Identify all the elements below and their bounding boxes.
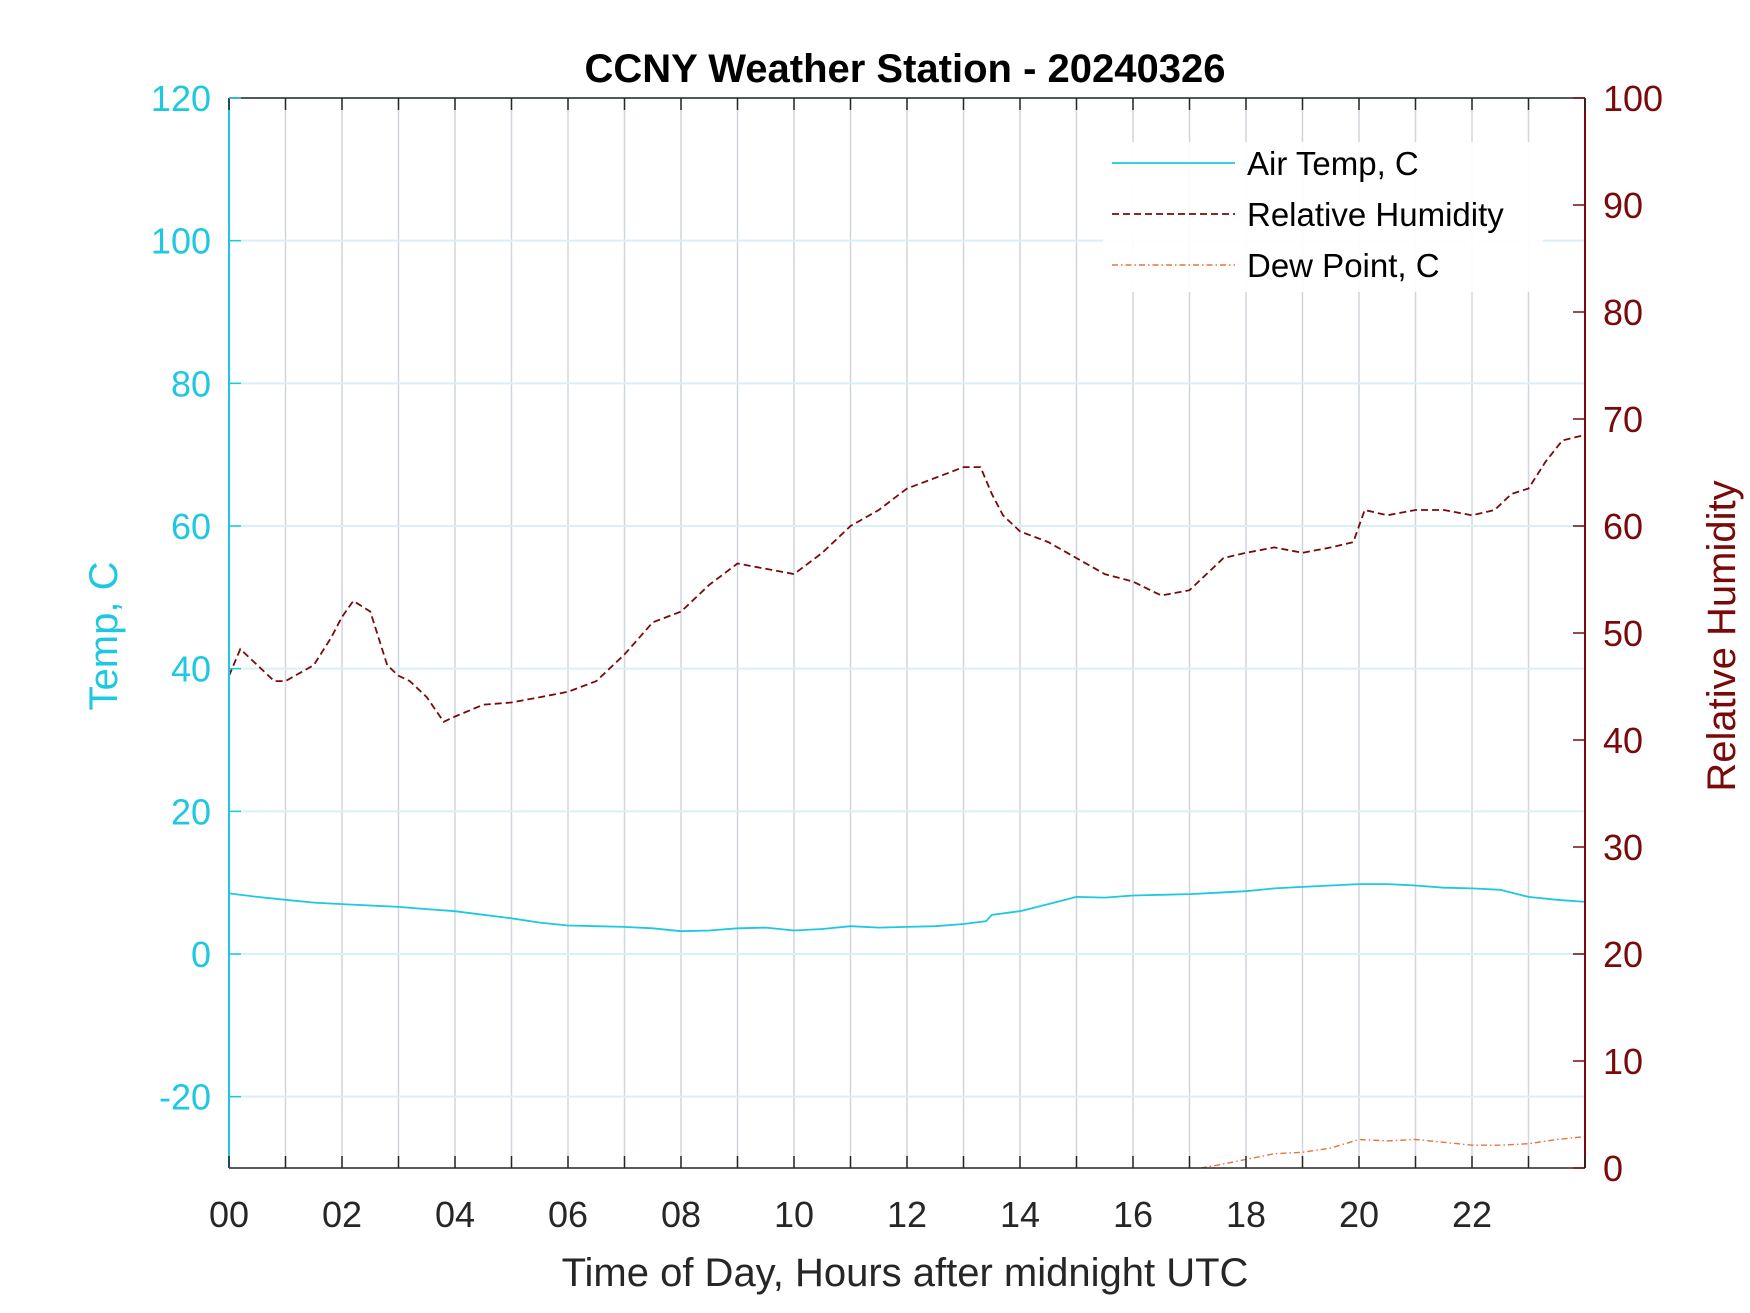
x-tick-label: 12 — [887, 1194, 927, 1235]
y-left-axis-label: Temp, C — [82, 562, 126, 711]
y-left-tick-label: 40 — [171, 649, 211, 690]
legend-label-relative-humidity: Relative Humidity — [1247, 196, 1504, 233]
y-left-tick-label: 100 — [151, 221, 211, 262]
y-right-tick-label: 10 — [1603, 1041, 1643, 1082]
air-temp-line — [228, 883, 1586, 933]
y-right-tick-label: 80 — [1603, 292, 1643, 333]
x-tick-label: 00 — [209, 1194, 249, 1235]
y-right-tick-label: 100 — [1603, 78, 1663, 119]
relative-humidity-line — [228, 434, 1586, 723]
y-left-tick-label: 120 — [151, 78, 211, 119]
legend-box — [1103, 142, 1543, 292]
y-right-tick-label: 30 — [1603, 827, 1643, 868]
grid-lines — [229, 97, 1585, 1168]
legend: Air Temp, C Relative Humidity Dew Point,… — [1103, 142, 1543, 292]
y-right-tick-label: 60 — [1603, 506, 1643, 547]
axes: 00 02 04 06 08 10 12 14 16 18 20 22-200204060801001… — [151, 78, 1663, 1235]
y-right-tick-label: 50 — [1603, 613, 1643, 654]
x-tick-label: 10 — [774, 1194, 814, 1235]
chart-title: CCNY Weather Station - 20240326 — [585, 47, 1226, 91]
y-right-tick-label: 90 — [1603, 185, 1643, 226]
x-tick-label: 14 — [1000, 1194, 1040, 1235]
y-left-tick-label: 80 — [171, 363, 211, 404]
dew-point-line — [1200, 1135, 1586, 1169]
series-lines — [228, 434, 1586, 1169]
y-right-tick-label: 70 — [1603, 399, 1643, 440]
x-tick-label: 20 — [1339, 1194, 1379, 1235]
x-tick-label: 08 — [661, 1194, 701, 1235]
x-tick-label: 16 — [1113, 1194, 1153, 1235]
x-tick-label: 06 — [548, 1194, 588, 1235]
y-right-axis-label: Relative Humidity — [1700, 480, 1744, 791]
x-tick-label: 04 — [435, 1194, 475, 1235]
y-left-tick-label: 60 — [171, 506, 211, 547]
y-left-tick-label: -20 — [159, 1077, 211, 1118]
x-tick-label: 22 — [1452, 1194, 1492, 1235]
y-right-tick-label: 0 — [1603, 1148, 1623, 1189]
x-axis-label: Time of Day, Hours after midnight UTC — [562, 1251, 1249, 1295]
legend-label-dew-point: Dew Point, C — [1247, 247, 1440, 284]
y-left-tick-label: 0 — [191, 934, 211, 975]
y-left-tick-label: 20 — [171, 791, 211, 832]
x-tick-label: 18 — [1226, 1194, 1266, 1235]
y-right-tick-label: 40 — [1603, 720, 1643, 761]
legend-label-air-temp: Air Temp, C — [1247, 145, 1419, 182]
x-tick-label: 02 — [322, 1194, 362, 1235]
y-right-tick-label: 20 — [1603, 934, 1643, 975]
